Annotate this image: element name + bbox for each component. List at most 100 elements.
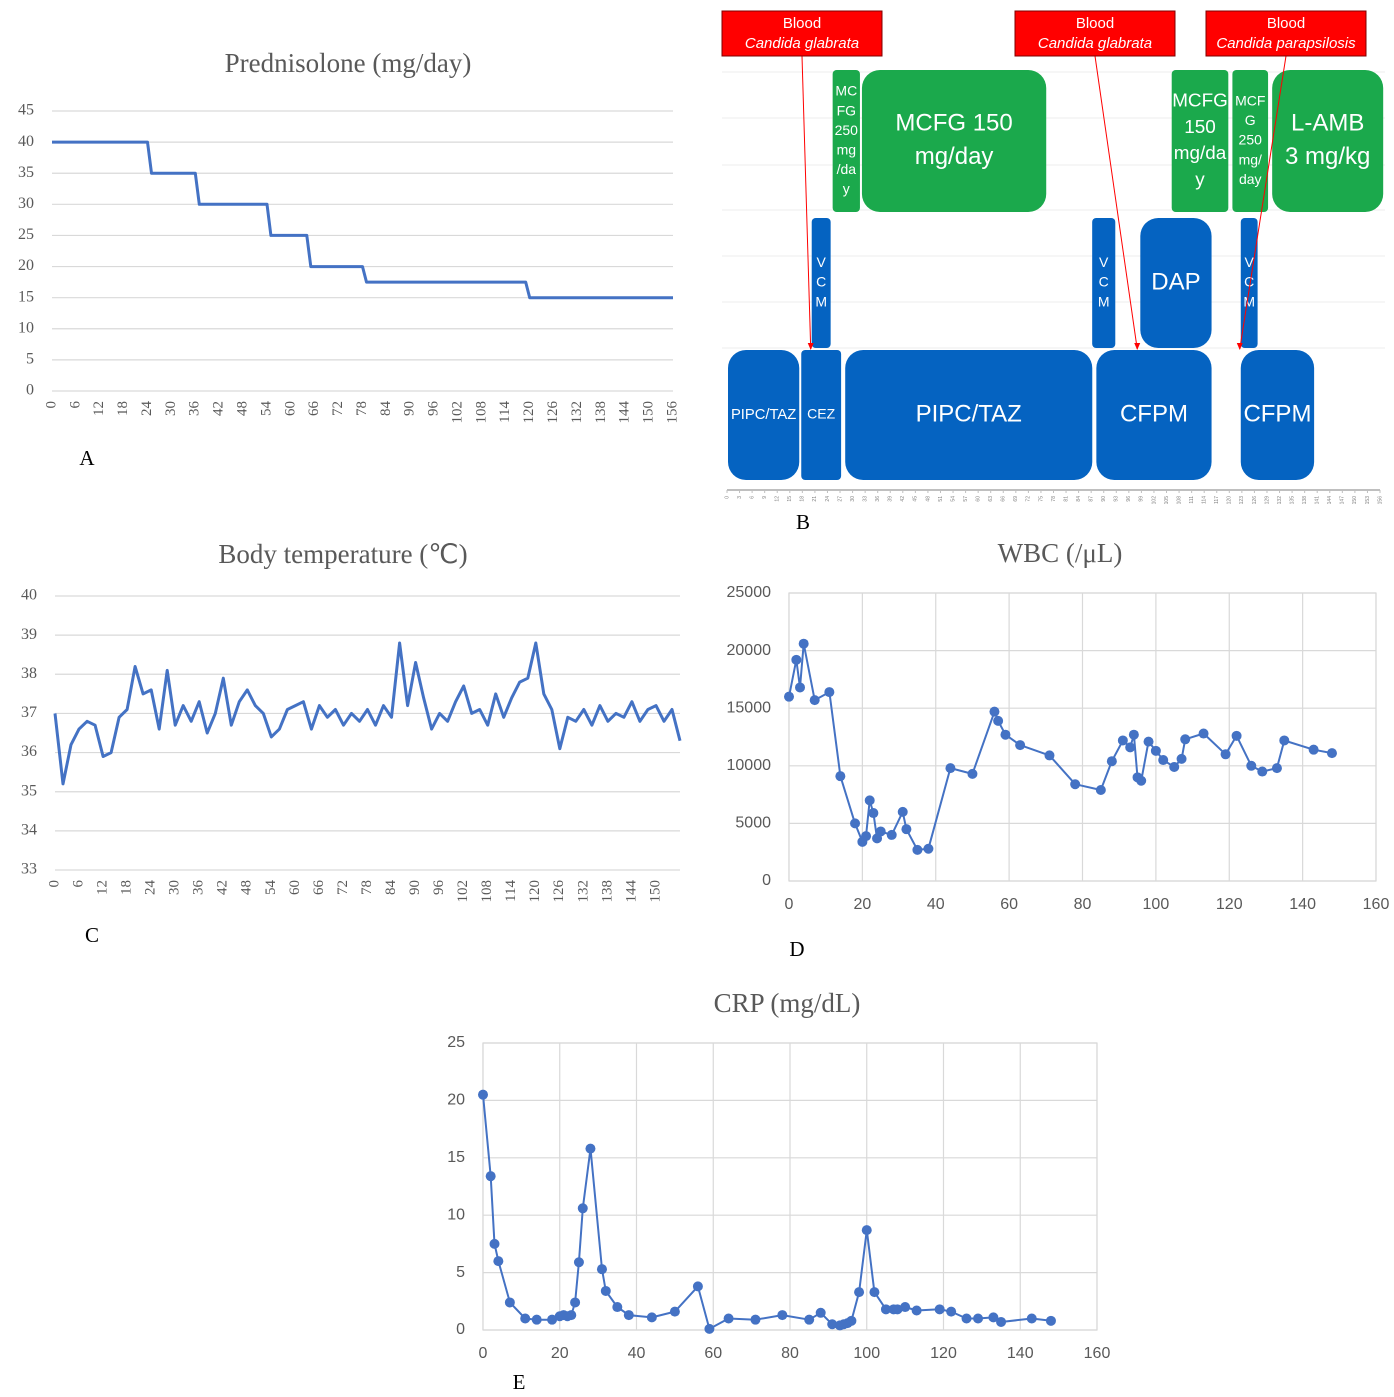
panel-label: E <box>513 1370 526 1394</box>
data-point <box>1000 729 1011 740</box>
drug-label: y <box>843 181 850 197</box>
x-tick-label: 150 <box>647 880 663 903</box>
y-tick-label: 0 <box>26 382 34 399</box>
data-point <box>646 1312 657 1323</box>
culture-site: Blood <box>1267 15 1305 32</box>
drug-label: G <box>1245 112 1256 128</box>
x-tick-label: 57 <box>963 496 969 502</box>
y-tick-label: 36 <box>21 743 37 760</box>
y-tick-label: 25 <box>18 226 34 243</box>
x-tick-label: 90 <box>407 880 423 895</box>
x-tick-label: 21 <box>812 496 818 502</box>
drug-label: y <box>1195 170 1205 191</box>
data-point <box>1279 735 1290 746</box>
arrow-head <box>1236 343 1243 350</box>
chart-title: Prednisolone (mg/day) <box>225 48 472 78</box>
y-tick-label: 10000 <box>727 757 772 774</box>
drug-bar <box>1092 218 1116 348</box>
y-tick-label: 35 <box>18 164 34 181</box>
drug-label: CEZ <box>807 406 835 422</box>
y-tick-label: 33 <box>21 861 37 878</box>
data-point <box>1176 753 1187 764</box>
x-tick-label: 42 <box>900 496 906 502</box>
x-tick-label: 15 <box>787 496 793 502</box>
arrow-head <box>1134 343 1141 350</box>
data-point <box>570 1297 581 1308</box>
drug-bar <box>832 70 860 212</box>
x-tick-label: 24 <box>825 496 831 502</box>
culture-organism: Candida glabrata <box>745 35 859 52</box>
data-point <box>791 654 802 665</box>
x-tick-label: 33 <box>862 496 868 502</box>
data-point <box>892 1304 903 1315</box>
plot-frame <box>482 1042 1098 1331</box>
data-line <box>53 641 682 786</box>
data-point <box>868 808 879 819</box>
data-point <box>478 1089 488 1100</box>
x-tick-label: 78 <box>1051 496 1057 502</box>
data-point <box>1246 760 1257 771</box>
x-tick-label: 126 <box>551 880 567 903</box>
x-tick-label: 135 <box>1289 496 1295 505</box>
data-point <box>854 1287 865 1298</box>
drug-label: 150 <box>1184 117 1216 138</box>
y-tick-label: 20000 <box>727 642 772 659</box>
drug-bar <box>1272 70 1384 212</box>
y-tick-label: 10 <box>447 1206 465 1223</box>
x-tick-label: 156 <box>1377 496 1383 505</box>
x-tick-label: 90 <box>402 401 418 416</box>
x-tick-label: 54 <box>258 401 274 417</box>
drug-label: PIPC/TAZ <box>916 400 1022 427</box>
data-point <box>1015 740 1026 751</box>
x-tick-label: 54 <box>263 880 279 896</box>
drug-bar <box>801 350 842 480</box>
y-tick-label: 40 <box>21 587 37 604</box>
x-tick-label: 132 <box>569 401 585 424</box>
data-point <box>1044 750 1055 761</box>
drug-label: mg/day <box>915 143 994 170</box>
data-point <box>623 1310 634 1321</box>
x-tick-label: 66 <box>1001 496 1007 502</box>
drug-label: mg/ <box>1239 151 1262 167</box>
data-point <box>996 1316 1007 1327</box>
x-tick-label: 78 <box>354 401 370 416</box>
x-tick-label: 141 <box>1315 496 1321 505</box>
data-point <box>901 824 912 835</box>
x-tick-label: 138 <box>593 401 609 424</box>
data-point <box>993 715 1004 726</box>
drug-label: MCFG 150 <box>895 110 1012 137</box>
data-point <box>1150 745 1161 756</box>
drug-label: M <box>1098 293 1110 309</box>
drug-label: FG <box>837 102 856 118</box>
x-tick-label: 0 <box>43 401 59 409</box>
x-tick-label: 60 <box>1000 896 1018 913</box>
x-tick-label: 102 <box>455 880 471 903</box>
data-point <box>945 763 956 774</box>
data-point <box>573 1257 584 1268</box>
x-tick-label: 72 <box>1026 496 1032 502</box>
data-point <box>886 829 897 840</box>
culture-arrow <box>801 55 812 350</box>
data-point <box>1128 729 1139 740</box>
data-point <box>1158 755 1169 766</box>
data-point <box>1125 742 1136 753</box>
data-point <box>596 1264 607 1275</box>
data-point <box>1117 735 1128 746</box>
drug-label: V <box>817 254 827 270</box>
x-tick-label: 123 <box>1239 496 1245 505</box>
drug-label: CFPM <box>1120 400 1188 427</box>
data-point <box>1106 756 1117 767</box>
data-point <box>1026 1313 1037 1324</box>
data-point <box>520 1313 531 1324</box>
data-point <box>809 695 820 706</box>
drug-bar <box>1171 70 1229 212</box>
x-tick-label: 6 <box>67 401 83 409</box>
y-tick-label: 20 <box>447 1092 465 1109</box>
y-tick-label: 15000 <box>727 699 772 716</box>
data-point <box>850 818 861 829</box>
plot-frame <box>788 592 1377 882</box>
y-tick-label: 5000 <box>735 815 771 832</box>
drug-label: MCFG <box>1172 90 1228 111</box>
data-point <box>923 843 934 854</box>
